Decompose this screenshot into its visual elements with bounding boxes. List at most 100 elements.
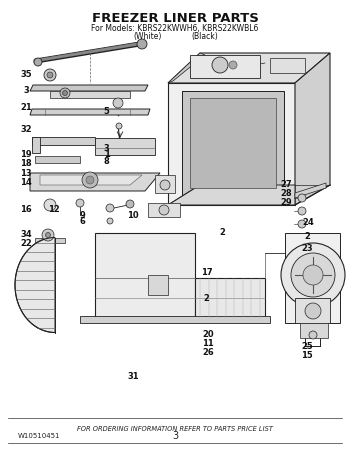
Polygon shape <box>148 203 180 217</box>
Text: For Models: KBRS22KWWH6, KBRS22KWBL6: For Models: KBRS22KWWH6, KBRS22KWBL6 <box>91 24 259 34</box>
Polygon shape <box>168 185 295 205</box>
Circle shape <box>291 253 335 297</box>
Text: 16: 16 <box>20 205 32 214</box>
Text: 29: 29 <box>280 198 292 207</box>
Circle shape <box>298 194 306 202</box>
Polygon shape <box>30 109 150 115</box>
Polygon shape <box>190 55 260 78</box>
Text: 20: 20 <box>202 330 214 339</box>
Polygon shape <box>40 175 142 185</box>
Circle shape <box>82 172 98 188</box>
Polygon shape <box>270 58 305 73</box>
Text: 24: 24 <box>302 218 314 227</box>
Text: 12: 12 <box>48 205 60 214</box>
Circle shape <box>34 58 42 66</box>
Polygon shape <box>32 137 40 153</box>
Text: 11: 11 <box>202 339 214 348</box>
Circle shape <box>137 39 147 49</box>
Circle shape <box>126 200 134 208</box>
Circle shape <box>298 220 306 228</box>
Circle shape <box>107 218 113 224</box>
Polygon shape <box>148 275 168 295</box>
Text: 2: 2 <box>219 228 225 237</box>
Text: (White): (White) <box>134 33 162 42</box>
Text: 32: 32 <box>20 125 32 134</box>
Text: 2: 2 <box>204 294 209 303</box>
Text: 21: 21 <box>20 103 32 112</box>
Text: 10: 10 <box>127 211 139 220</box>
Text: 27: 27 <box>280 180 292 189</box>
Circle shape <box>44 69 56 81</box>
Circle shape <box>160 180 170 190</box>
Polygon shape <box>182 91 284 195</box>
Circle shape <box>63 91 68 96</box>
Polygon shape <box>95 233 195 318</box>
Polygon shape <box>155 175 175 193</box>
Circle shape <box>298 207 306 215</box>
Text: 3: 3 <box>104 144 110 153</box>
Text: 19: 19 <box>20 150 32 159</box>
Circle shape <box>212 57 228 73</box>
Text: 1: 1 <box>104 150 110 159</box>
Text: 6: 6 <box>79 217 85 226</box>
Text: 14: 14 <box>20 178 32 187</box>
Polygon shape <box>30 85 148 91</box>
Text: 18: 18 <box>20 159 32 169</box>
Polygon shape <box>195 278 265 318</box>
Text: 25: 25 <box>301 342 313 351</box>
Text: FOR ORDERING INFORMATION REFER TO PARTS PRICE LIST: FOR ORDERING INFORMATION REFER TO PARTS … <box>77 426 273 432</box>
Circle shape <box>44 199 56 211</box>
Text: 23: 23 <box>301 244 313 253</box>
Polygon shape <box>168 53 205 83</box>
Text: 35: 35 <box>20 70 32 79</box>
Text: 3: 3 <box>23 86 29 95</box>
Polygon shape <box>35 156 80 163</box>
Text: 3: 3 <box>172 431 178 441</box>
Circle shape <box>305 303 321 319</box>
Text: 17: 17 <box>201 268 212 277</box>
Circle shape <box>42 229 54 241</box>
Polygon shape <box>15 237 55 333</box>
Circle shape <box>86 176 94 184</box>
Polygon shape <box>32 137 95 145</box>
Circle shape <box>113 98 123 108</box>
Text: FREEZER LINER PARTS: FREEZER LINER PARTS <box>92 13 258 25</box>
Circle shape <box>116 123 122 129</box>
Circle shape <box>281 243 345 307</box>
Circle shape <box>303 265 323 285</box>
Polygon shape <box>168 83 295 205</box>
Text: 31: 31 <box>128 372 140 381</box>
Text: 34: 34 <box>20 230 32 239</box>
Polygon shape <box>30 173 160 191</box>
Polygon shape <box>50 91 130 98</box>
Circle shape <box>60 88 70 98</box>
Polygon shape <box>95 138 155 155</box>
Text: 22: 22 <box>20 239 32 248</box>
Text: 26: 26 <box>202 348 214 357</box>
Circle shape <box>47 72 53 78</box>
Polygon shape <box>285 233 340 323</box>
Polygon shape <box>35 238 65 243</box>
Polygon shape <box>168 53 330 83</box>
Text: 9: 9 <box>79 211 85 220</box>
Text: 15: 15 <box>301 351 313 360</box>
Circle shape <box>46 232 50 237</box>
Text: W10510451: W10510451 <box>18 433 61 439</box>
Polygon shape <box>190 98 276 188</box>
Text: 13: 13 <box>20 169 32 178</box>
Text: (Black): (Black) <box>192 33 218 42</box>
Circle shape <box>76 199 84 207</box>
Polygon shape <box>295 183 326 198</box>
Circle shape <box>106 204 114 212</box>
Text: 28: 28 <box>280 189 292 198</box>
Polygon shape <box>295 53 330 205</box>
Polygon shape <box>182 91 284 195</box>
Circle shape <box>229 61 237 69</box>
Text: 2: 2 <box>304 232 310 241</box>
Text: 8: 8 <box>104 157 110 166</box>
Text: 5: 5 <box>104 107 110 116</box>
Polygon shape <box>295 298 330 323</box>
Circle shape <box>309 331 317 339</box>
Polygon shape <box>80 316 270 323</box>
Polygon shape <box>300 323 328 338</box>
